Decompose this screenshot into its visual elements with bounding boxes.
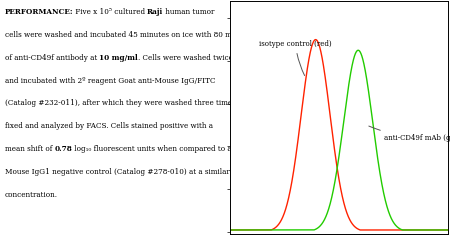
Text: concentration.: concentration. [4, 191, 58, 199]
Text: 10 mg/ml: 10 mg/ml [99, 54, 138, 62]
Text: (Catalog #232-011), after which they were washed three times,: (Catalog #232-011), after which they wer… [4, 99, 238, 107]
Text: cells were washed and incubated 45 minutes on ice with 80 ml: cells were washed and incubated 45 minut… [4, 31, 234, 39]
Text: isotype control (red): isotype control (red) [259, 40, 332, 75]
Text: Raji: Raji [147, 8, 163, 16]
Text: anti-CD49f mAb (green): anti-CD49f mAb (green) [369, 126, 450, 142]
Text: log₁₀ fluorescent units when compared to a: log₁₀ fluorescent units when compared to… [72, 145, 232, 153]
Text: and incubated with 2º reagent Goat anti-Mouse IgG/FITC: and incubated with 2º reagent Goat anti-… [4, 77, 215, 85]
Text: . Cells were washed twice: . Cells were washed twice [138, 54, 233, 62]
Text: of anti-CD49f antibody at: of anti-CD49f antibody at [4, 54, 99, 62]
Text: mean shift of: mean shift of [4, 145, 54, 153]
Text: PERFORMANCE:: PERFORMANCE: [4, 8, 73, 16]
Text: cultured: cultured [112, 8, 147, 16]
Text: Mouse IgG1 negative control (Catalog #278-010) at a similar: Mouse IgG1 negative control (Catalog #27… [4, 168, 230, 176]
Text: 0.78: 0.78 [54, 145, 72, 153]
Text: human tumor: human tumor [163, 8, 215, 16]
Text: Five x 10: Five x 10 [73, 8, 109, 16]
Text: ⁵: ⁵ [109, 8, 112, 16]
Text: fixed and analyzed by FACS. Cells stained positive with a: fixed and analyzed by FACS. Cells staine… [4, 122, 212, 130]
